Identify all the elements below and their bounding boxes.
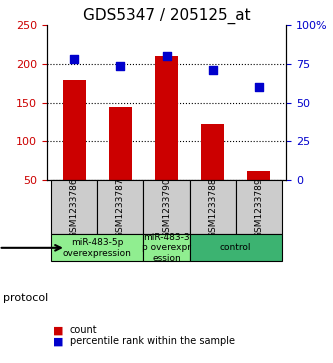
Text: GSM1233786: GSM1233786: [70, 177, 79, 237]
Text: miR-483-3
p overexpr
ession: miR-483-3 p overexpr ession: [142, 233, 191, 263]
Point: [118, 63, 123, 69]
FancyBboxPatch shape: [144, 234, 189, 261]
FancyBboxPatch shape: [236, 180, 282, 234]
FancyBboxPatch shape: [189, 234, 282, 261]
Text: ■: ■: [53, 325, 64, 335]
Text: protocol: protocol: [3, 293, 49, 303]
Point: [72, 57, 77, 62]
Text: miR-483-5p
overexpression: miR-483-5p overexpression: [63, 238, 132, 257]
Text: GSM1233788: GSM1233788: [208, 177, 217, 237]
Text: GSM1233789: GSM1233789: [254, 177, 263, 237]
Text: GSM1233787: GSM1233787: [116, 177, 125, 237]
FancyBboxPatch shape: [51, 180, 97, 234]
Bar: [109, 107, 132, 219]
Title: GDS5347 / 205125_at: GDS5347 / 205125_at: [83, 8, 250, 24]
Point: [256, 84, 261, 90]
Bar: [155, 56, 178, 219]
Bar: [63, 79, 86, 219]
Bar: [201, 125, 224, 219]
FancyBboxPatch shape: [189, 180, 236, 234]
Point: [210, 68, 215, 73]
Text: count: count: [70, 325, 98, 335]
Text: control: control: [220, 243, 251, 252]
Text: ■: ■: [53, 336, 64, 346]
Text: GSM1233790: GSM1233790: [162, 177, 171, 237]
FancyBboxPatch shape: [97, 180, 144, 234]
FancyBboxPatch shape: [144, 180, 189, 234]
Bar: [247, 171, 270, 219]
FancyBboxPatch shape: [51, 234, 144, 261]
Text: percentile rank within the sample: percentile rank within the sample: [70, 336, 235, 346]
Point: [164, 53, 169, 59]
